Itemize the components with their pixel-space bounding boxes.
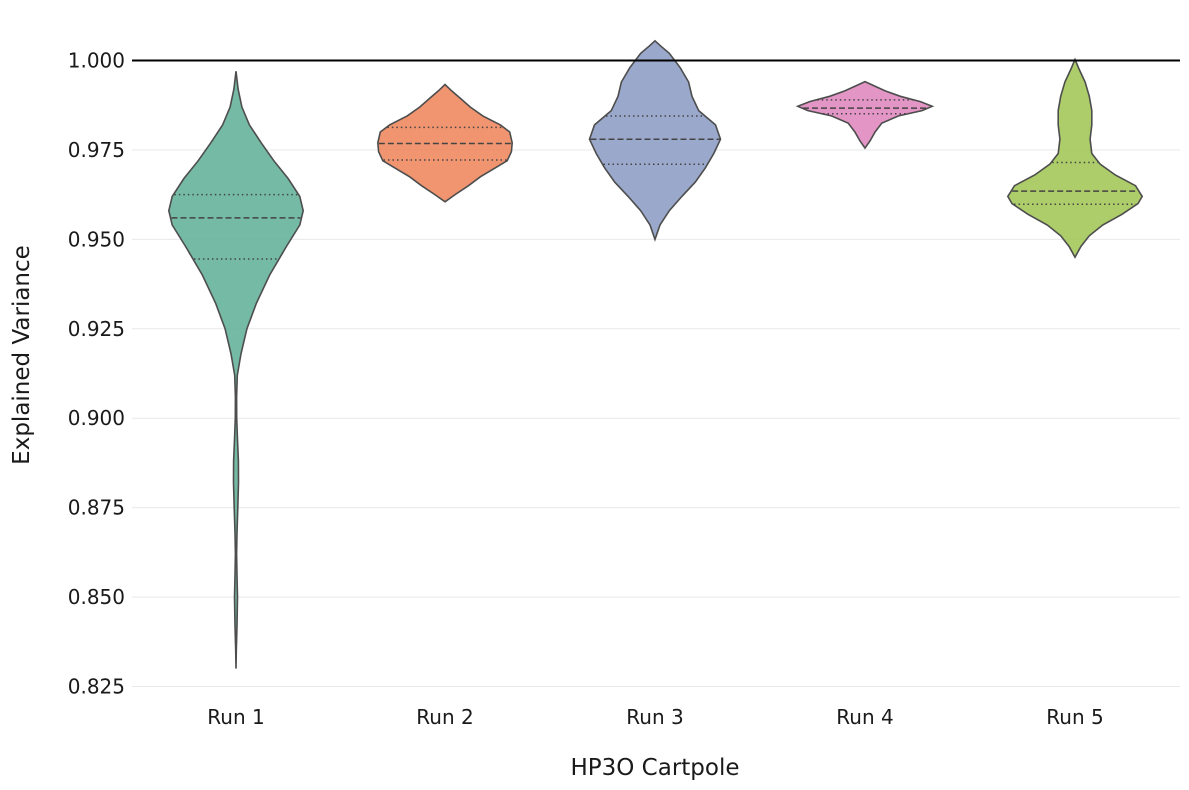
x-tick-label: Run 5 — [1046, 705, 1103, 729]
violin-body — [588, 39, 722, 242]
x-tick-label: Run 4 — [836, 705, 893, 729]
y-tick-label: 0.900 — [68, 406, 125, 430]
x-axis-title: HP3O Cartpole — [570, 755, 739, 781]
violin-body — [167, 71, 305, 669]
violins — [167, 39, 1144, 669]
violin-5 — [1006, 57, 1144, 259]
y-tick-label: 0.850 — [68, 585, 125, 609]
violin-1 — [167, 71, 305, 669]
x-tick-label: Run 1 — [207, 705, 264, 729]
x-tick-label: Run 3 — [626, 705, 683, 729]
violin-body — [795, 80, 935, 150]
violin-3 — [588, 39, 722, 242]
y-axis-title: Explained Variance — [9, 245, 35, 465]
y-axis-ticks: 0.825 0.850 0.875 0.900 0.925 0.950 0.975 1.000 — [68, 49, 125, 699]
y-tick-label: 1.000 — [68, 49, 125, 73]
violin-4 — [795, 80, 935, 150]
x-tick-label: Run 2 — [416, 705, 473, 729]
y-tick-label: 0.925 — [68, 317, 125, 341]
y-tick-label: 0.825 — [68, 675, 125, 699]
violin-2 — [376, 83, 514, 203]
y-tick-label: 0.975 — [68, 138, 125, 162]
y-tick-label: 0.875 — [68, 496, 125, 520]
y-tick-label: 0.950 — [68, 227, 125, 251]
x-axis-ticks: Run 1 Run 2 Run 3 Run 4 Run 5 — [207, 705, 1103, 729]
grid-lines — [132, 60, 1180, 687]
violin-body — [1006, 57, 1144, 259]
